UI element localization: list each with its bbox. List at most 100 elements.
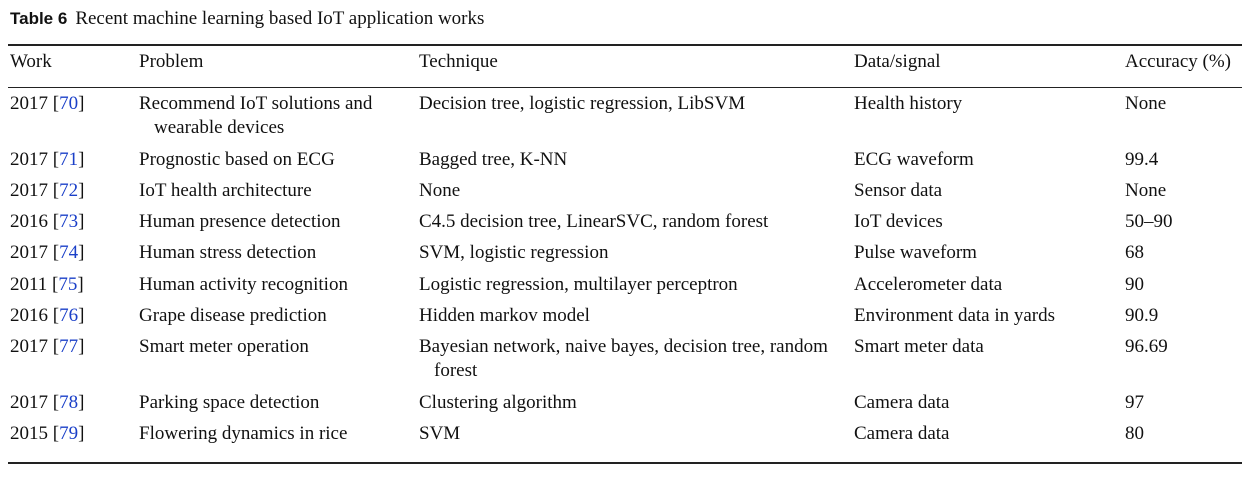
accuracy-cell: None <box>1125 172 1245 203</box>
technique-cell: Bagged tree, K-NN <box>419 140 854 172</box>
accuracy-cell: 68 <box>1125 234 1245 265</box>
technique-cell: C4.5 decision tree, LinearSVC, random fo… <box>419 203 854 234</box>
work-year: 2017 <box>10 336 48 357</box>
citation-link[interactable]: 70 <box>59 93 79 114</box>
accuracy-cell: None <box>1125 82 1245 140</box>
data-signal-cell: Camera data <box>854 383 1125 415</box>
problem-cell: Flowering dynamics in rice <box>139 415 419 446</box>
technique-cell-text: None <box>419 180 461 201</box>
accuracy-cell-text: None <box>1125 180 1167 201</box>
work-cell: 2017 [70] <box>10 93 85 114</box>
data-signal-cell: Accelerometer data <box>854 265 1125 297</box>
citation-link[interactable]: 75 <box>58 274 78 295</box>
header-work: Work <box>10 51 52 72</box>
accuracy-cell-text: 99.4 <box>1125 149 1159 170</box>
citation-link[interactable]: 77 <box>59 336 79 357</box>
table-row: 2017 [77] Smart meter operation Bayesian n… <box>10 328 1245 383</box>
technique-cell-text: SVM, logistic regression <box>419 242 609 263</box>
work-year: 2017 <box>10 93 48 114</box>
header-problem: Problem <box>139 51 204 72</box>
table-row: 2015 [79] Flowering dynamics in rice SVM Ca… <box>10 415 1245 446</box>
problem-cell-text: IoT health architecture <box>139 180 312 201</box>
problem-cell: Human stress detection <box>139 234 419 265</box>
accuracy-cell: 80 <box>1125 415 1245 446</box>
bottom-rule <box>8 462 1242 464</box>
data-signal-cell: Camera data <box>854 415 1125 446</box>
citation-link[interactable]: 78 <box>59 392 79 413</box>
work-year: 2017 <box>10 242 48 263</box>
accuracy-cell-text: 90.9 <box>1125 305 1159 326</box>
work-cell: 2015 [79] <box>10 423 85 444</box>
accuracy-cell: 90.9 <box>1125 297 1245 328</box>
accuracy-cell: 50–90 <box>1125 203 1245 234</box>
citation-link[interactable]: 76 <box>59 305 79 326</box>
technique-cell-text: Decision tree, logistic regression, LibS… <box>419 93 746 114</box>
technique-cell-text: SVM <box>419 423 461 444</box>
citation-link[interactable]: 71 <box>59 149 79 170</box>
data-signal-cell: Environment data in yards <box>854 297 1125 328</box>
data-signal-cell-text: Health history <box>854 93 963 114</box>
table-row: 2017 [70] Recommend IoT solutions and wea… <box>10 82 1245 140</box>
work-year: 2011 <box>10 274 48 295</box>
problem-cell-text: Human activity recognition <box>139 274 348 295</box>
accuracy-cell-text: 90 <box>1125 274 1144 295</box>
data-signal-cell-text: ECG waveform <box>854 149 974 170</box>
problem-cell-text: Smart meter operation <box>139 336 309 357</box>
problem-cell-text: Human presence detection <box>139 211 341 232</box>
table-row: 2017 [72] IoT health architecture None Sens… <box>10 172 1245 203</box>
technique-cell-text: Bayesian network, naive bayes, decision … <box>419 336 828 381</box>
technique-cell-text: Clustering algorithm <box>419 392 577 413</box>
citation-link[interactable]: 74 <box>59 242 79 263</box>
technique-cell: None <box>419 172 854 203</box>
data-signal-cell-text: IoT devices <box>854 211 943 232</box>
citation-link[interactable]: 72 <box>59 180 79 201</box>
accuracy-cell: 96.69 <box>1125 328 1245 383</box>
work-year: 2015 <box>10 423 48 444</box>
technique-cell: Logistic regression, multilayer perceptr… <box>419 265 854 297</box>
citation-link[interactable]: 79 <box>59 423 79 444</box>
technique-cell: Decision tree, logistic regression, LibS… <box>419 82 854 140</box>
work-year: 2016 <box>10 305 48 326</box>
data-signal-cell: IoT devices <box>854 203 1125 234</box>
problem-cell: IoT health architecture <box>139 172 419 203</box>
table-row: 2017 [78] Parking space detection Clusteri… <box>10 383 1245 415</box>
problem-cell: Recommend IoT solutions and wearable dev… <box>139 82 419 140</box>
header-accuracy: Accuracy (%) <box>1125 51 1232 72</box>
data-signal-cell-text: Environment data in yards <box>854 305 1056 326</box>
table-row: 2017 [74] Human stress detection SVM, logi… <box>10 234 1245 265</box>
data-signal-cell: Smart meter data <box>854 328 1125 383</box>
work-year: 2016 <box>10 211 48 232</box>
table-caption: Table 6 Recent machine learning based IoT… <box>10 8 484 30</box>
problem-cell-text: Recommend IoT solutions and wearable dev… <box>139 93 373 138</box>
accuracy-cell-text: None <box>1125 93 1167 114</box>
work-cell: 2017 [71] <box>10 149 85 170</box>
work-year: 2017 <box>10 392 48 413</box>
table-title: Recent machine learning based IoT applic… <box>75 8 485 29</box>
work-cell: 2017 [77] <box>10 336 85 357</box>
work-cell: 2016 [76] <box>10 305 85 326</box>
citation-link[interactable]: 73 <box>59 211 79 232</box>
accuracy-cell-text: 68 <box>1125 242 1144 263</box>
header-technique: Technique <box>419 51 498 72</box>
work-year: 2017 <box>10 180 48 201</box>
problem-cell: Smart meter operation <box>139 328 419 383</box>
work-cell: 2016 [73] <box>10 211 85 232</box>
problem-cell: Parking space detection <box>139 383 419 415</box>
accuracy-cell: 90 <box>1125 265 1245 297</box>
technique-cell-text: C4.5 decision tree, LinearSVC, random fo… <box>419 211 769 232</box>
table-row: 2016 [76] Grape disease prediction Hidden … <box>10 297 1245 328</box>
table-row: 2016 [73] Human presence detection C4.5 de… <box>10 203 1245 234</box>
data-signal-cell-text: Camera data <box>854 392 950 413</box>
table-row: 2017 [71] Prognostic based on ECG Bagged t… <box>10 140 1245 172</box>
technique-cell-text: Logistic regression, multilayer perceptr… <box>419 274 738 295</box>
data-signal-cell-text: Pulse waveform <box>854 242 977 263</box>
problem-cell: Grape disease prediction <box>139 297 419 328</box>
technique-cell: Clustering algorithm <box>419 383 854 415</box>
accuracy-cell-text: 97 <box>1125 392 1144 413</box>
accuracy-cell: 97 <box>1125 383 1245 415</box>
problem-cell-text: Parking space detection <box>139 392 320 413</box>
work-year: 2017 <box>10 149 48 170</box>
problem-cell-text: Prognostic based on ECG <box>139 149 335 170</box>
data-signal-cell: Sensor data <box>854 172 1125 203</box>
work-cell: 2017 [72] <box>10 180 85 201</box>
